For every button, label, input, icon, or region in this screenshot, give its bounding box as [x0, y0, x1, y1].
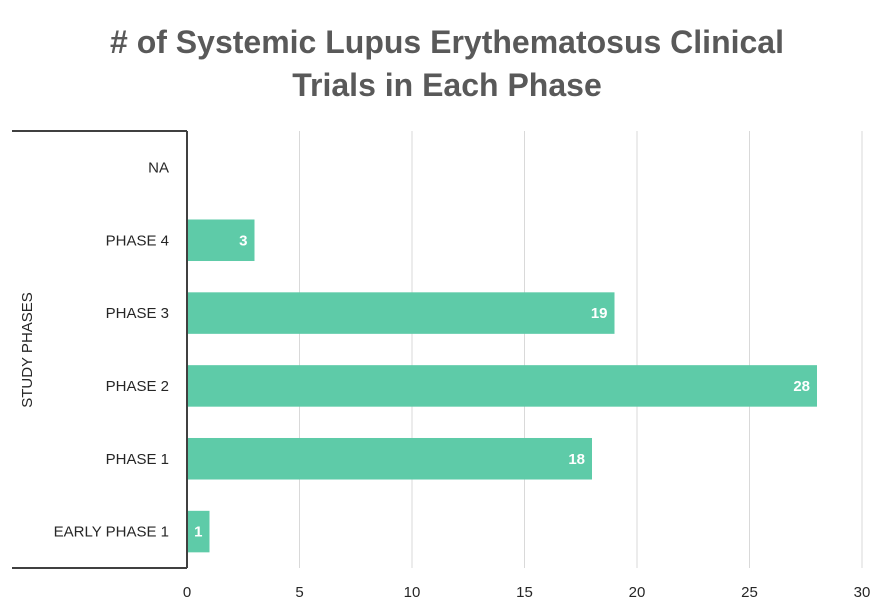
- x-tick-labels: 0 5 10 15 20 25 30: [183, 584, 871, 601]
- category-labels: NA PHASE 4 PHASE 3 PHASE 2 PHASE 1 EARLY PHAS…: [54, 159, 169, 540]
- bar: [188, 437, 592, 480]
- bar: [188, 365, 817, 407]
- x-tick-label: 5: [295, 584, 303, 601]
- data-label: 28: [793, 378, 810, 395]
- chart-title-line-2: Trials in Each Phase: [292, 67, 601, 103]
- axis-lines: [12, 130, 188, 569]
- category-label: PHASE 4: [106, 232, 169, 249]
- x-tick-label: 20: [629, 584, 646, 601]
- x-tick-label: 0: [183, 584, 191, 601]
- bar: [188, 292, 615, 334]
- data-label: 1: [194, 524, 202, 541]
- category-label: NA: [148, 159, 169, 176]
- chart-title-line-1: # of Systemic Lupus Erythematosus Clinic…: [110, 24, 784, 60]
- x-tick-label: 30: [854, 584, 871, 601]
- bar: [188, 219, 255, 262]
- y-axis-title: STUDY PHASES: [19, 292, 36, 408]
- category-label: PHASE 1: [106, 451, 169, 468]
- x-tick-label: 15: [516, 584, 533, 601]
- category-label: PHASE 3: [106, 305, 169, 322]
- category-label: EARLY PHASE 1: [54, 524, 169, 541]
- x-tick-label: 25: [741, 584, 758, 601]
- x-tick-label: 10: [404, 584, 421, 601]
- data-label: 18: [568, 451, 585, 468]
- bar: [188, 510, 210, 553]
- data-label: 3: [239, 232, 247, 249]
- bars: 3 19 28 18 1: [188, 219, 817, 553]
- gridlines: [299, 131, 863, 568]
- data-label: 19: [591, 305, 608, 322]
- category-label: PHASE 2: [106, 378, 169, 395]
